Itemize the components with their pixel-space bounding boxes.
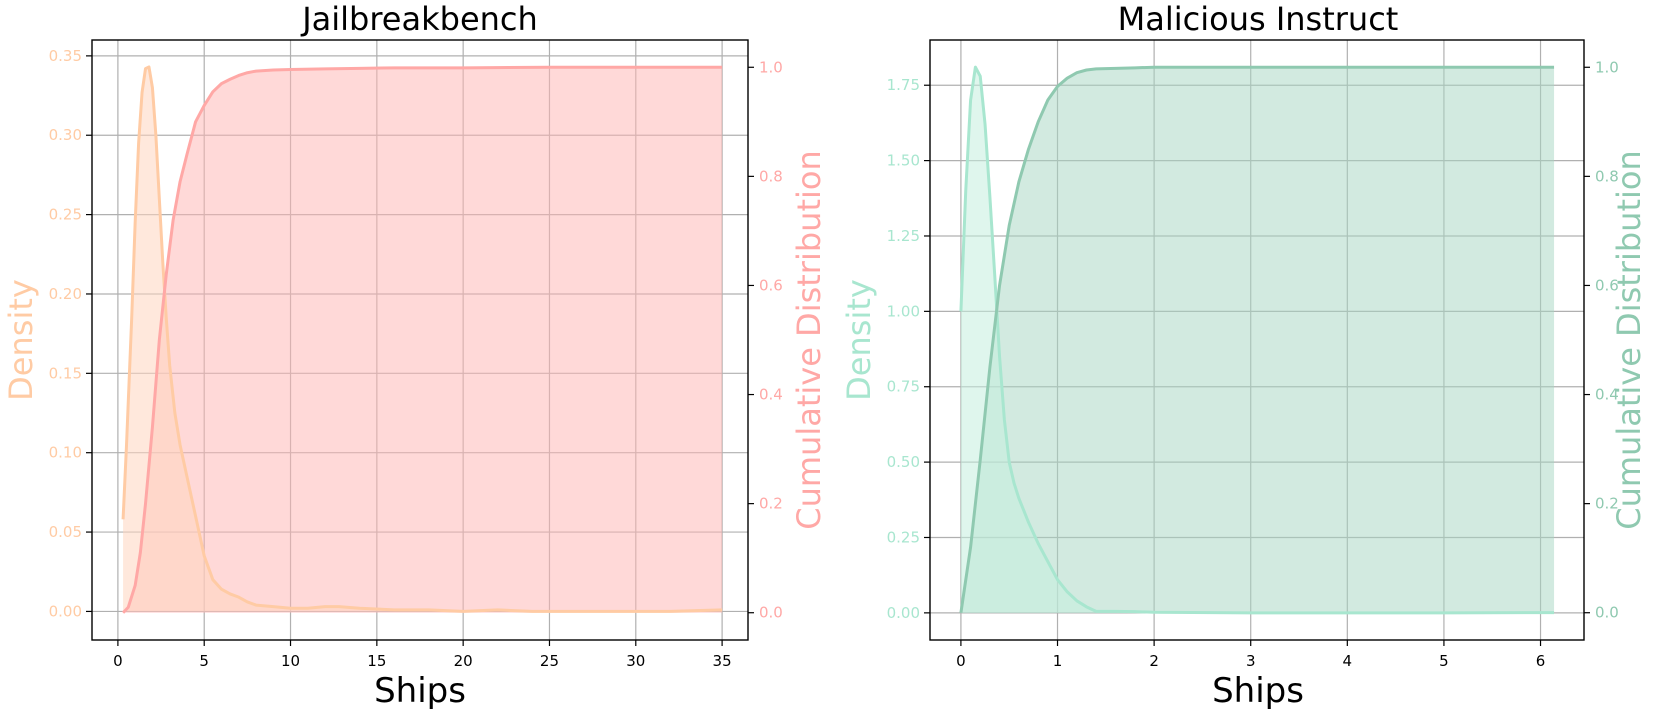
y-tick-label-left: 0.50	[887, 453, 920, 471]
y-tick-label-left: 0.05	[49, 523, 82, 541]
y-tick-label-right: 0.2	[759, 495, 783, 513]
x-tick-label: 4	[1343, 652, 1353, 670]
plot-area: 0 1 2 3 4 5 6 0.00 0.25 0.50 0.75 1.00 1.25 1.50 1.75 0…	[887, 39, 1619, 670]
x-tick-label: 30	[626, 652, 645, 670]
x-axis-label: Ships	[374, 671, 466, 711]
chart-title: Jailbreakbench	[300, 0, 538, 38]
y-axis-label-right: Cumulative Distribution	[1610, 150, 1648, 530]
x-axis-label: Ships	[1212, 671, 1304, 711]
y-tick-label-right: 0.0	[759, 604, 783, 622]
chart-panel-malicious-instruct: 0 1 2 3 4 5 6 0.00 0.25 0.50 0.75 1.00 1.25 1.50 1.75 0…	[840, 0, 1648, 711]
x-tick-label: 0	[113, 652, 123, 670]
y-tick-label-right: 0.4	[759, 386, 783, 404]
density-line	[959, 65, 1555, 615]
x-tick-label: 5	[1439, 652, 1449, 670]
y-tick-label-left: 0.00	[887, 604, 920, 622]
y-tick-label-left: 0.20	[49, 285, 82, 303]
y-tick-label-left: 0.00	[49, 602, 82, 620]
y-tick-label-right: 0.2	[1595, 495, 1619, 513]
cdf-area	[960, 67, 1555, 613]
y-tick-label-left: 0.15	[49, 364, 82, 382]
y-tick-label-right: 1.0	[759, 58, 783, 76]
y-tick-label-left: 1.75	[887, 76, 920, 94]
y-tick-label-right: 0.6	[759, 276, 783, 294]
plot-frame	[91, 39, 749, 641]
x-tick-label: 25	[540, 652, 559, 670]
cdf-line	[121, 65, 723, 614]
cdf-line	[959, 65, 1555, 613]
plot-frame	[929, 39, 1585, 641]
y-tick-label-right: 0.8	[1595, 167, 1619, 185]
x-tick-label: 3	[1246, 652, 1256, 670]
y-tick-label-right: 0.6	[1595, 276, 1619, 294]
x-tick-label: 20	[454, 652, 473, 670]
y-tick-label-left: 0.10	[49, 444, 82, 462]
x-tick-label: 15	[367, 652, 386, 670]
y-tick-label-left: 0.30	[49, 126, 82, 144]
y-tick-label-left: 1.00	[887, 302, 920, 320]
x-tick-label: 0	[956, 652, 966, 670]
chart-title: Malicious Instruct	[1118, 0, 1399, 38]
plot-area: 0 5 10 15 20 25 30 35 0.00 0.05 0.10 0.15 0.20 0.25 0.…	[49, 39, 783, 670]
density-area	[960, 67, 1555, 613]
y-tick-label-left: 0.75	[887, 378, 920, 396]
y-tick-label-right: 1.0	[1595, 58, 1619, 76]
cdf-area	[123, 67, 723, 613]
y-tick-label-left: 0.25	[49, 206, 82, 224]
y-tick-label-left: 0.35	[49, 47, 82, 65]
y-axis-label-left: Density	[2, 279, 40, 401]
y-axis-label-right: Cumulative Distribution	[790, 150, 828, 530]
x-tick-label: 35	[713, 652, 732, 670]
x-tick-label: 5	[199, 652, 209, 670]
y-tick-label-left: 1.50	[887, 152, 920, 170]
x-tick-label: 10	[281, 652, 300, 670]
y-axis-label-left: Density	[840, 279, 878, 401]
y-tick-label-left: 1.25	[887, 227, 920, 245]
x-tick-label: 1	[1053, 652, 1063, 670]
density-area	[123, 66, 723, 612]
y-tick-label-left: 0.25	[887, 528, 920, 546]
y-tick-label-right: 0.0	[1595, 604, 1619, 622]
x-tick-label: 6	[1536, 652, 1546, 670]
density-line	[121, 65, 723, 613]
y-tick-label-right: 0.8	[759, 167, 783, 185]
chart-panel-jailbreakbench: 0 5 10 15 20 25 30 35 0.00 0.05 0.10 0.15 0.20 0.25 0.…	[2, 0, 828, 711]
y-tick-label-right: 0.4	[1595, 386, 1619, 404]
x-tick-label: 2	[1149, 652, 1159, 670]
